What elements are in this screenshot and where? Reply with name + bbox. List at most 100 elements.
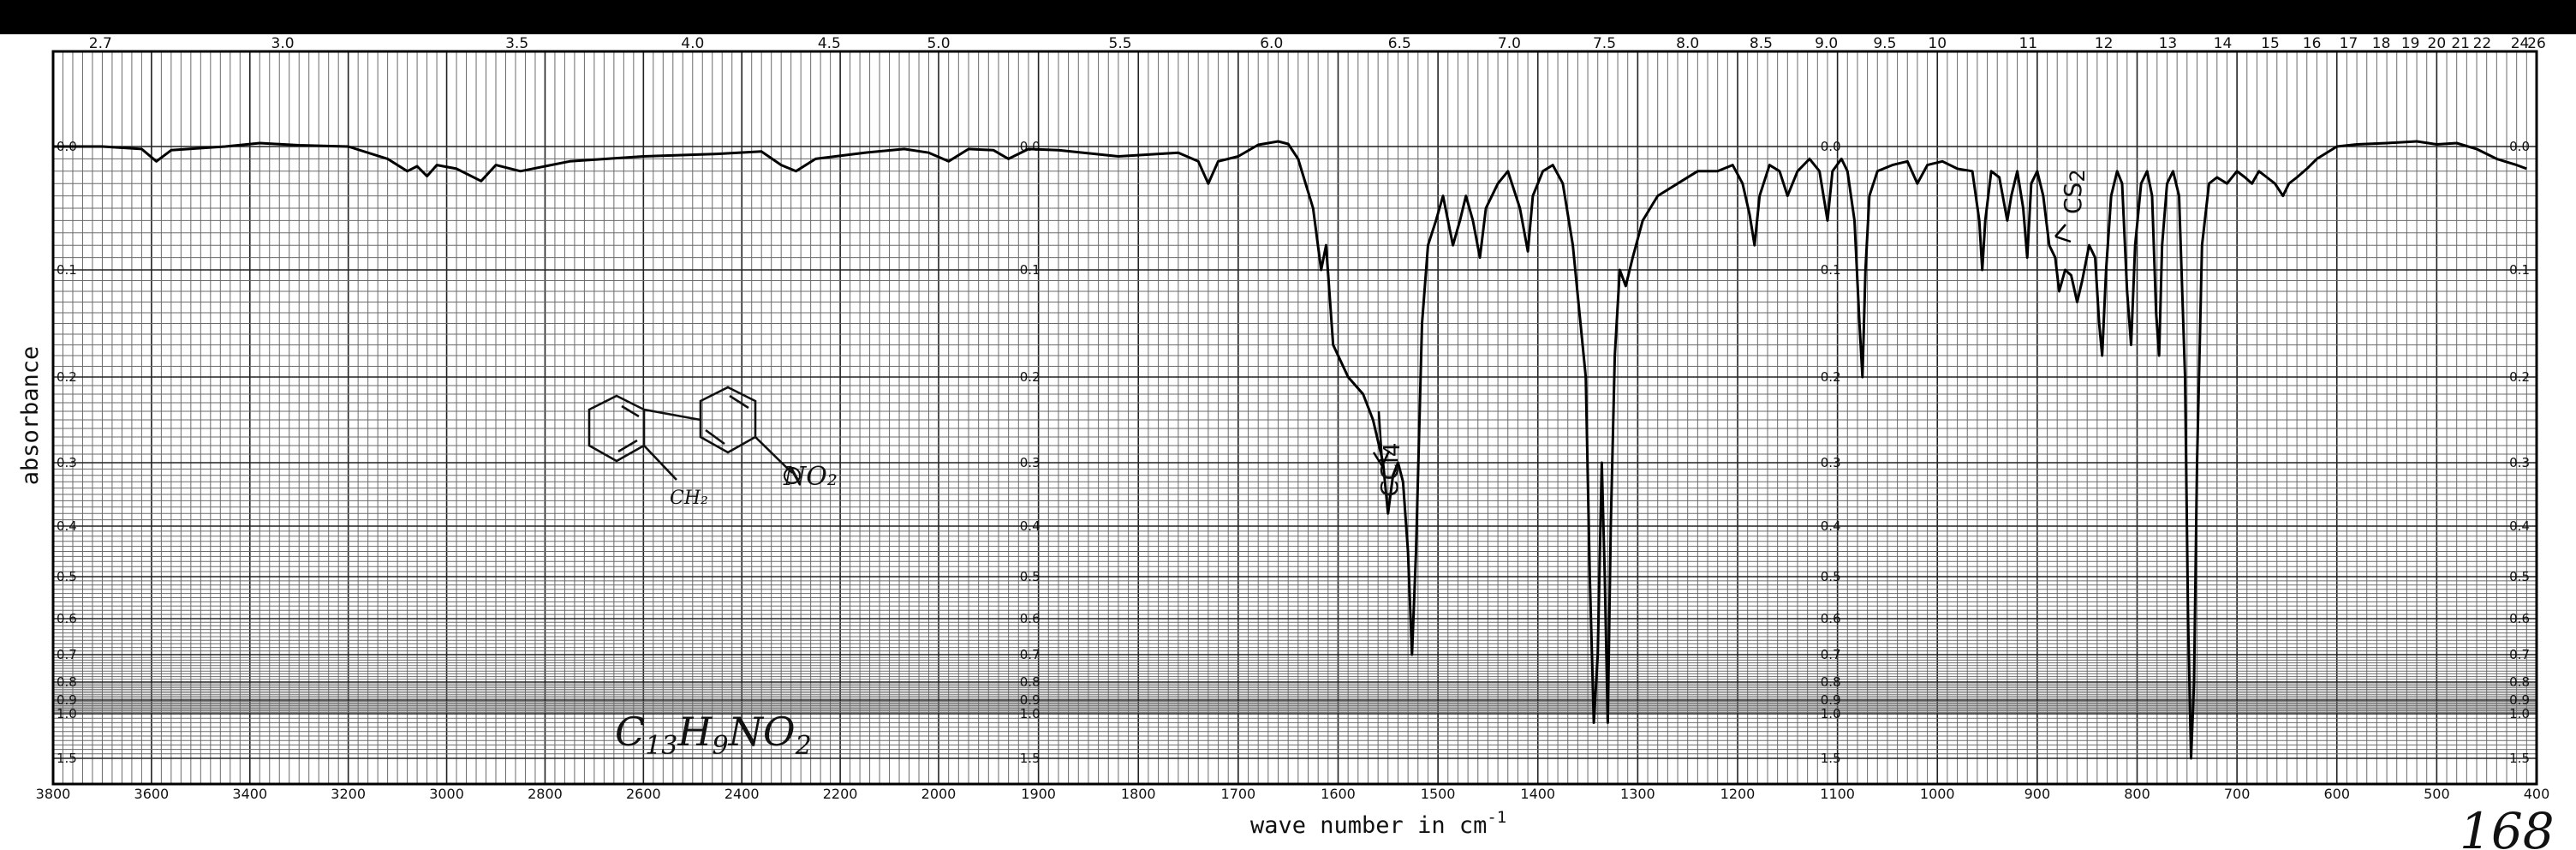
absorbance-tick-label: 0.8: [2509, 674, 2530, 690]
absorbance-tick-label: 1.5: [1821, 751, 1841, 766]
wavenumber-tick-label: 1200: [1720, 786, 1756, 802]
molecule-structure-sketch: [587, 386, 801, 484]
wavelength-tick-label: 8.5: [1750, 35, 1773, 52]
structure-label-left: CH₂: [670, 488, 708, 509]
absorbance-tick-label: 0.1: [1020, 262, 1041, 278]
wavenumber-tick-label: 2600: [626, 786, 661, 802]
absorbance-tick-label: 0.2: [2509, 369, 2530, 385]
wavelength-tick-label: 8.0: [1676, 35, 1699, 52]
absorbance-tick-label: 0.7: [1821, 647, 1841, 662]
wavenumber-tick-label: 1500: [1421, 786, 1456, 802]
cs2-arrow: [2054, 224, 2072, 243]
wavelength-tick-label: 22: [2473, 35, 2492, 52]
wavenumber-tick-label: 1000: [1920, 786, 1955, 802]
absorbance-tick-label: 0.5: [2509, 569, 2530, 584]
wavelength-tick-label: 9.0: [1815, 35, 1838, 52]
wavelength-tick-label: 5.0: [927, 35, 950, 52]
absorbance-tick-label: 0.5: [1020, 569, 1041, 584]
absorbance-spectrum-line: [53, 140, 2527, 760]
absorbance-tick-label: 0.2: [1821, 369, 1841, 385]
cs2-subscript: 2: [2066, 169, 2090, 182]
wavelength-tick-label: 21: [2451, 35, 2470, 52]
wavelength-tick-label: 7.5: [1593, 35, 1616, 52]
top-black-bar: [0, 0, 2576, 34]
absorbance-tick-label: 0.6: [2509, 611, 2530, 626]
wavenumber-tick-label: 3400: [232, 786, 267, 802]
wavenumber-tick-label: 400: [2524, 786, 2550, 802]
corner-handwritten-mark: 168: [2460, 802, 2555, 850]
wavelength-tick-label: 14: [2214, 35, 2233, 52]
absorbance-tick-label: 0.6: [1020, 611, 1041, 626]
ccl4-annotation: CCl4: [1375, 443, 1405, 497]
absorbance-tick-label: 0.5: [1821, 569, 1841, 584]
absorbance-tick-label: 0.3: [57, 455, 77, 470]
absorbance-tick-label: 0.1: [1821, 262, 1841, 278]
absorbance-tick-label: 0.9: [1821, 692, 1841, 708]
absorbance-tick-label: 0.4: [1020, 518, 1041, 534]
absorbance-tick-label: 0.9: [1020, 692, 1041, 708]
wavelength-tick-label: 5.5: [1109, 35, 1132, 52]
absorbance-tick-label: 1.0: [57, 706, 77, 721]
wavenumber-tick-label: 3200: [331, 786, 366, 802]
cs2-label: CS: [2059, 183, 2087, 214]
wavelength-tick-label: 19: [2401, 35, 2420, 52]
wavenumber-tick-labels: 3800 3600 3400 3200 3000 2800 2600 2400 2200 2000…: [36, 786, 2550, 802]
wavenumber-tick-label: 3800: [36, 786, 71, 802]
formula-c-sub: 13: [645, 731, 677, 761]
absorbance-tick-label: 0.7: [57, 647, 77, 662]
wavenumber-tick-label: 1800: [1121, 786, 1156, 802]
absorbance-tick-label: 0.8: [1821, 674, 1841, 690]
wavenumber-tick-label: 2200: [823, 786, 858, 802]
absorbance-tick-label: 0.7: [2509, 647, 2530, 662]
wavenumber-tick-label: 800: [2124, 786, 2150, 802]
wavelength-tick-label: 11: [2018, 35, 2037, 52]
wavelength-tick-label: 24: [2511, 35, 2530, 52]
wavenumber-tick-label: 900: [2024, 786, 2051, 802]
absorbance-tick-labels: 0.0 0.0 0.0 0.00.1 0.1 0.1 0.10.2 0.2 0.2 0.20.3 0…: [57, 139, 2530, 766]
wavelength-tick-label: 2.7: [89, 35, 112, 52]
absorbance-tick-label: 0.8: [57, 674, 77, 690]
wavelength-tick-label: 4.5: [818, 35, 841, 52]
wavelength-tick-label: 17: [2340, 35, 2358, 52]
absorbance-tick-label: 0.3: [1821, 455, 1841, 470]
wavenumber-tick-label: 1400: [1520, 786, 1555, 802]
wavelength-tick-label: 10: [1928, 35, 1947, 52]
wavenumber-tick-label: 1700: [1221, 786, 1256, 802]
wavenumber-tick-label: 1100: [1820, 786, 1855, 802]
absorbance-tick-label: 0.3: [2509, 455, 2530, 470]
wavelength-tick-label: 6.0: [1260, 35, 1283, 52]
absorbance-tick-label: 0.9: [2509, 692, 2530, 708]
formula-c: C: [615, 709, 645, 755]
wavelength-tick-label: 3.0: [271, 35, 295, 52]
absorbance-tick-label: 0.4: [57, 518, 77, 534]
wavenumber-tick-label: 1900: [1021, 786, 1056, 802]
cs2-annotation: CS2: [2059, 169, 2090, 214]
wavelength-tick-label: 20: [2428, 35, 2447, 52]
absorbance-tick-label: 0.0: [2509, 139, 2530, 154]
wavelength-tick-labels: 2.7 3.0 3.5 4.0 4.5 5.0 5.5 6.0 6.5 7.0 7.5 8.0 8.5 9…: [89, 35, 2546, 52]
absorbance-tick-label: 0.6: [57, 611, 77, 626]
absorbance-tick-label: 0.9: [57, 692, 77, 708]
wavenumber-tick-label: 1300: [1620, 786, 1655, 802]
formula-h: H: [677, 709, 713, 755]
absorbance-tick-label: 1.0: [1821, 706, 1841, 721]
formula-n: NO: [728, 709, 796, 755]
absorbance-tick-label: 0.6: [1821, 611, 1841, 626]
absorbance-tick-label: 1.5: [2509, 751, 2530, 766]
wavenumber-tick-label: 2400: [724, 786, 760, 802]
wavenumber-tick-label: 3600: [134, 786, 170, 802]
absorbance-tick-label: 0.3: [1020, 455, 1041, 470]
wavelength-tick-label: 12: [2095, 35, 2114, 52]
x-axis-title-text: wave number in cm: [1250, 812, 1487, 839]
wavelength-tick-label: 7.0: [1498, 35, 1521, 52]
wavelength-tick-label: 3.5: [505, 35, 528, 52]
structure-label-right: NO₂: [783, 462, 838, 492]
absorbance-tick-label: 1.5: [1020, 751, 1041, 766]
formula-h-sub: 9: [713, 731, 729, 761]
wavenumber-tick-label: 500: [2424, 786, 2450, 802]
absorbance-tick-label: 1.0: [1020, 706, 1041, 721]
wavelength-tick-label: 6.5: [1388, 35, 1411, 52]
absorbance-tick-label: 0.2: [1020, 369, 1041, 385]
absorbance-tick-label: 0.1: [57, 262, 77, 278]
absorbance-tick-label: 0.8: [1020, 674, 1041, 690]
